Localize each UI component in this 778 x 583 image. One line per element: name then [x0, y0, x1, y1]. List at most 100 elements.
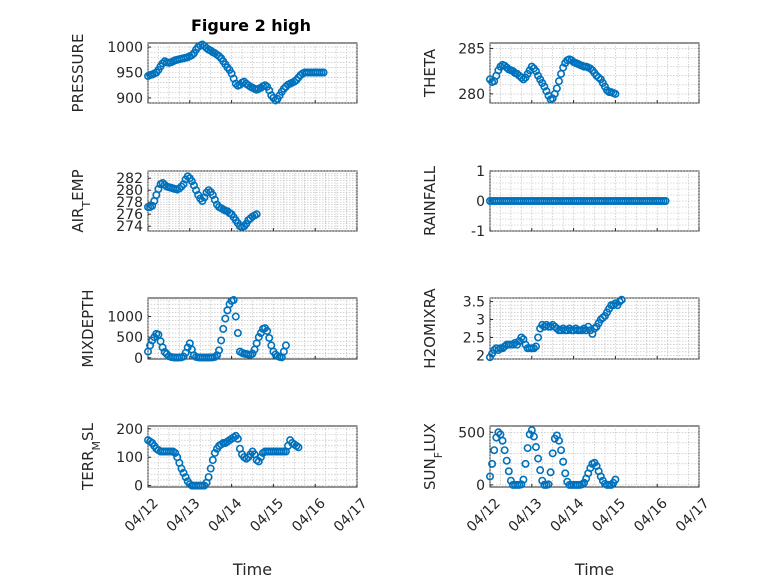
- data-point: [527, 62, 536, 71]
- data-point: [187, 177, 196, 186]
- data-point: [229, 296, 238, 305]
- data-point: [160, 347, 169, 356]
- data-point: [500, 446, 509, 455]
- data-point: [561, 469, 570, 478]
- data-point: [187, 51, 196, 60]
- data-point: [219, 324, 228, 333]
- data-point: [208, 456, 217, 465]
- data-point: [279, 84, 288, 93]
- data-point: [494, 346, 503, 355]
- x-tick-label: 04/17: [673, 495, 713, 535]
- data-point: [603, 86, 612, 95]
- data-point: [559, 457, 568, 466]
- y-axis-label: H2OMIXRA: [421, 288, 439, 369]
- data-point: [577, 326, 586, 335]
- data-point: [607, 480, 616, 489]
- data-point: [177, 464, 186, 473]
- data-point: [502, 456, 511, 465]
- data-point: [204, 186, 213, 195]
- data-point: [529, 432, 538, 441]
- data-point: [586, 64, 595, 73]
- y-axis-label: RAINFALL: [421, 165, 439, 236]
- subplot-rainfall: -1 0 1 RAINFALL: [421, 164, 700, 240]
- y-tick-label: 500: [116, 330, 143, 346]
- data-point: [594, 73, 603, 82]
- y-tick-label: 0: [476, 194, 485, 210]
- data-point: [206, 464, 215, 473]
- data-point: [542, 87, 551, 96]
- data-point: [485, 472, 494, 481]
- data-point: [531, 443, 540, 452]
- data-point: [263, 326, 272, 335]
- y-tick-label: 0: [476, 478, 485, 494]
- data-point: [590, 324, 599, 333]
- data-point: [552, 84, 561, 93]
- y-tick-label: 3.5: [463, 295, 485, 311]
- subplot-theta: 280 285 THETA: [421, 41, 700, 104]
- y-axis-label: AIRTEMP: [69, 169, 93, 232]
- y-tick-label: 100: [116, 450, 143, 466]
- x-tick-label: 04/17: [331, 495, 371, 535]
- y-tick-label: 2.5: [463, 330, 485, 346]
- data-point: [517, 333, 526, 342]
- figure-title: Figure 2 high: [191, 16, 311, 35]
- data-point: [536, 466, 545, 475]
- y-tick-label: 0: [134, 479, 143, 495]
- data-point: [540, 82, 549, 91]
- data-point: [523, 444, 532, 453]
- y-tick-label: 282: [116, 171, 143, 187]
- data-point: [210, 448, 219, 457]
- data-point: [252, 210, 261, 219]
- data-point: [596, 472, 605, 481]
- y-tick-label: -1: [471, 224, 485, 240]
- y-axis-label: THETA: [421, 48, 439, 98]
- data-point: [171, 448, 180, 457]
- data-point: [554, 77, 563, 86]
- data-point: [265, 333, 274, 342]
- subplot-pressure: 900 950 1000 PRESSURE: [69, 34, 358, 113]
- data-point: [494, 428, 503, 437]
- data-point: [617, 295, 626, 304]
- y-axis-label: PRESSURE: [69, 34, 87, 113]
- x-axis-label: Time: [574, 560, 614, 579]
- data-point: [615, 297, 624, 306]
- x-tick-label: 04/13: [506, 495, 546, 535]
- y-axis-label: TERRMSL: [79, 422, 103, 491]
- data-point: [215, 346, 224, 355]
- x-tick-label: 04/15: [247, 495, 287, 535]
- y-axis-label: MIXDEPTH: [79, 289, 97, 367]
- data-point: [233, 329, 242, 338]
- data-point: [281, 341, 290, 350]
- y-tick-label: 1: [476, 164, 485, 180]
- data-point: [557, 446, 566, 455]
- data-point: [215, 52, 224, 61]
- data-point: [548, 449, 557, 458]
- subplot-terr_msl: 0 100 200 04/12 04/13 04/14 04/15 04/16 04/17 Tim…: [79, 422, 371, 579]
- data-point: [294, 443, 303, 452]
- x-tick-label: 04/16: [631, 495, 671, 535]
- y-tick-label: 900: [116, 91, 143, 107]
- data-point: [175, 184, 184, 193]
- data-point: [217, 336, 226, 345]
- data-point: [183, 172, 192, 181]
- data-point: [544, 480, 553, 489]
- data-point: [256, 453, 265, 462]
- data-point: [506, 476, 515, 485]
- data-point: [498, 436, 507, 445]
- data-point: [611, 299, 620, 308]
- y-tick-label: 1000: [107, 40, 143, 56]
- data-point: [519, 75, 528, 84]
- data-point: [534, 454, 543, 463]
- subplot-h2omixra: 2 2.53 3.5 H2OMIXRA: [421, 288, 700, 369]
- data-point: [554, 436, 563, 445]
- data-point: [611, 89, 620, 98]
- x-tick-label: 04/16: [289, 495, 329, 535]
- data-point: [254, 333, 263, 342]
- y-tick-label: 3: [476, 313, 485, 329]
- data-point: [548, 94, 557, 103]
- data-point: [559, 63, 568, 72]
- y-tick-label: 276: [116, 207, 143, 223]
